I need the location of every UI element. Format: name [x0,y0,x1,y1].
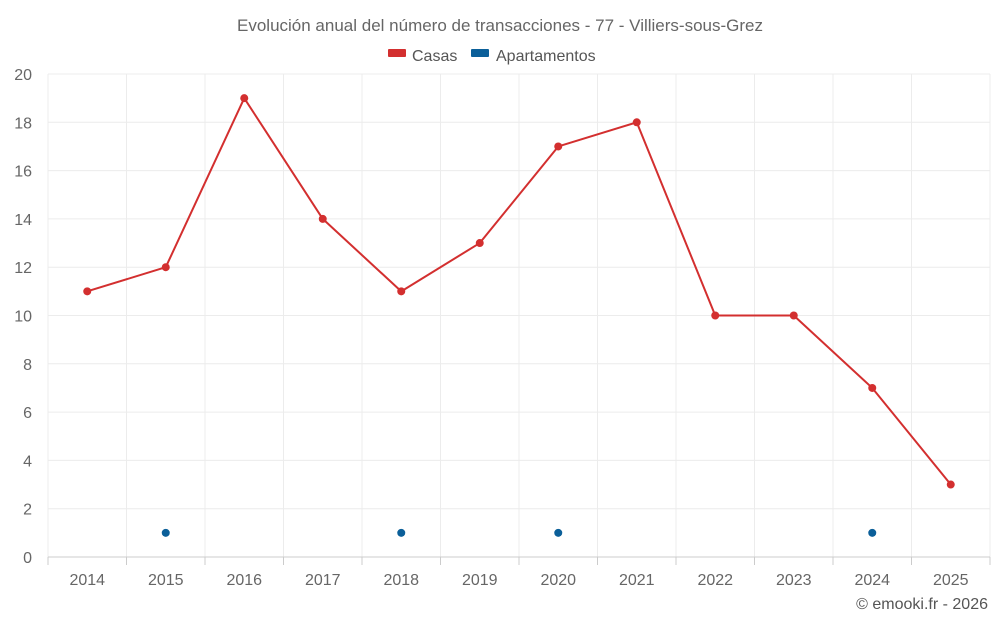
data-point-casas-2016[interactable] [240,94,249,103]
chart-legend: Casas Apartamentos [388,48,596,65]
x-tick-label-2018: 2018 [383,572,419,589]
chart-title: Evolución anual del número de transaccio… [237,16,763,35]
data-point-apartamentos-2024[interactable] [868,528,877,537]
data-point-casas-2024[interactable] [868,383,877,392]
legend-swatch-apartamentos [471,49,489,57]
y-tick-label-18: 18 [14,115,32,132]
y-tick-label-12: 12 [14,260,32,277]
data-point-casas-2015[interactable] [161,263,170,272]
y-tick-label-16: 16 [14,164,32,181]
x-tick-label-2014: 2014 [69,572,105,589]
y-tick-label-6: 6 [23,405,32,422]
data-point-casas-2019[interactable] [475,239,484,248]
y-tick-label-10: 10 [14,309,32,326]
chart-series [83,94,955,537]
y-tick-label-4: 4 [23,453,32,470]
data-point-casas-2022[interactable] [711,311,720,320]
x-axis-tick-labels: 2014 2015 2016 2017 2018 2019 2020 2021 2022 2023… [69,572,968,589]
x-tick-label-2017: 2017 [305,572,341,589]
y-tick-label-14: 14 [14,212,32,229]
x-tick-label-2020: 2020 [540,572,576,589]
x-tick-label-2019: 2019 [462,572,498,589]
x-tick-label-2016: 2016 [226,572,262,589]
data-point-casas-2014[interactable] [83,287,92,296]
data-point-casas-2020[interactable] [554,142,563,151]
data-point-casas-2018[interactable] [397,287,406,296]
data-point-apartamentos-2020[interactable] [554,528,563,537]
x-tick-label-2023: 2023 [776,572,812,589]
data-point-apartamentos-2018[interactable] [397,528,406,537]
x-tick-label-2022: 2022 [697,572,733,589]
y-tick-label-2: 2 [23,502,32,519]
data-point-casas-2025[interactable] [946,480,955,489]
chart-grid [47,73,991,557]
x-tick-label-2015: 2015 [148,572,184,589]
legend-swatch-casas [388,49,406,57]
x-tick-label-2021: 2021 [619,572,655,589]
data-point-casas-2021[interactable] [632,118,641,127]
x-tick-label-2025: 2025 [933,572,969,589]
legend-label-casas[interactable]: Casas [412,48,457,65]
y-tick-label-0: 0 [23,550,32,567]
x-tick-label-2024: 2024 [854,572,890,589]
y-axis-tick-labels: 0 2 4 6 8 10 12 14 16 18 20 [14,67,32,567]
data-point-casas-2023[interactable] [789,311,798,320]
series-line-casas-0 [86,97,952,486]
legend-label-apartamentos[interactable]: Apartamentos [496,48,596,65]
y-tick-label-20: 20 [14,67,32,84]
data-point-casas-2017[interactable] [318,214,327,223]
data-point-apartamentos-2015[interactable] [161,528,170,537]
y-tick-label-8: 8 [23,357,32,374]
chart-axes [47,556,991,565]
chart-credit: © emooki.fr - 2026 [856,596,988,613]
